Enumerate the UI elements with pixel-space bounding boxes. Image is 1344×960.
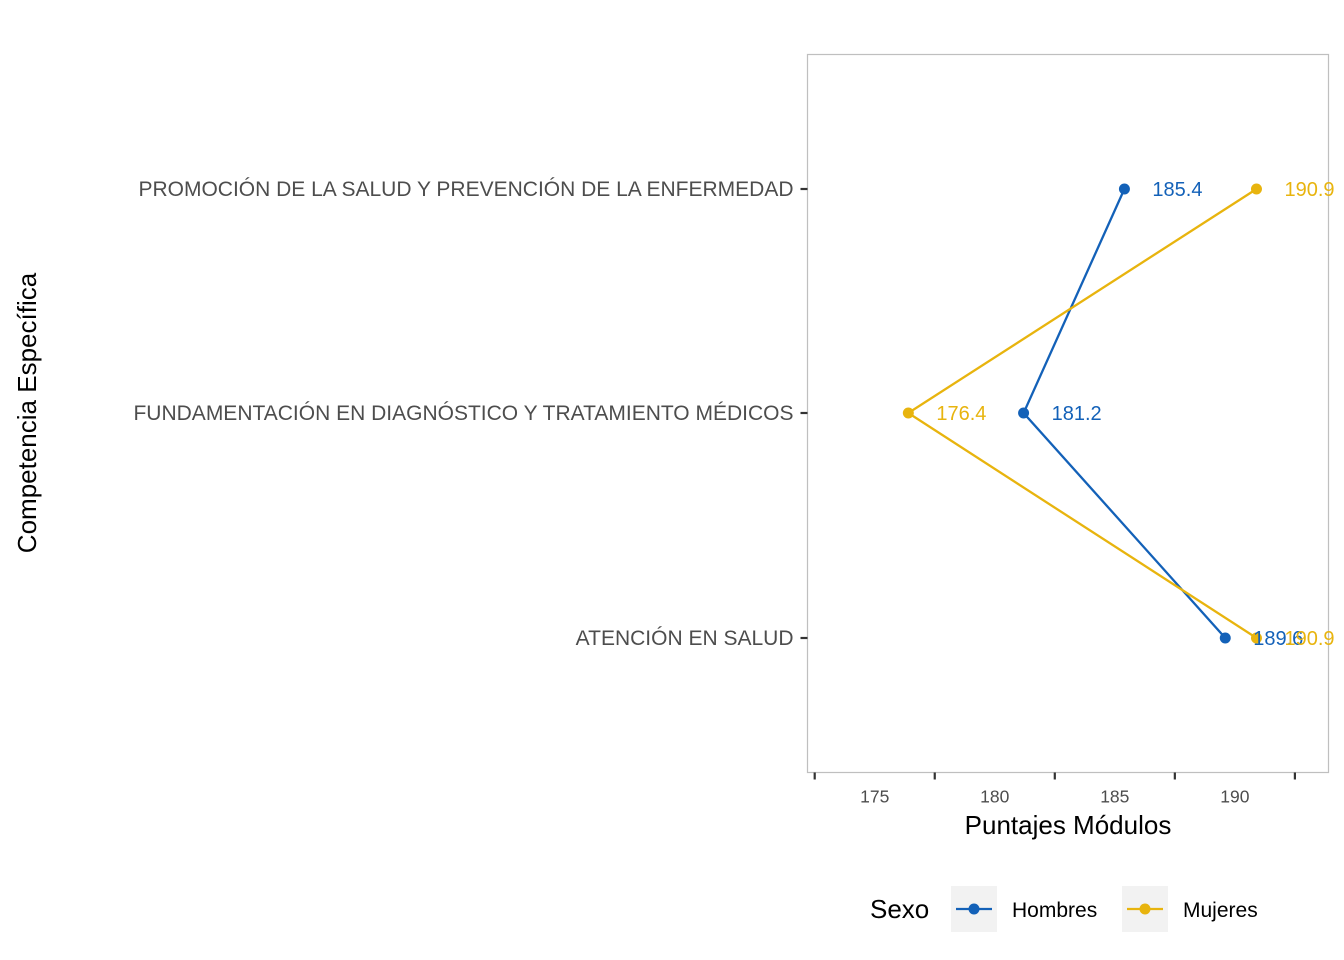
series-layer xyxy=(902,183,1262,644)
y-tick-label: FUNDAMENTACIÓN EN DIAGNÓSTICO Y TRATAMIE… xyxy=(133,402,793,425)
panel-border xyxy=(806,53,1330,774)
data-label-mujeres: 190.9 xyxy=(1284,179,1334,201)
data-label-mujeres: 176.4 xyxy=(936,403,986,425)
data-label-hombres: 185.4 xyxy=(1152,179,1202,201)
x-axis: 175 180 185 190 xyxy=(813,772,1296,807)
legend-label-mujeres: Mujeres xyxy=(1183,899,1258,922)
x-axis-title: Puntajes Módulos xyxy=(965,810,1172,840)
legend: Sexo Hombres Mujeres xyxy=(870,886,1258,932)
data-point-hombres xyxy=(1219,632,1231,644)
data-label-hombres: 189.6 xyxy=(1253,628,1303,650)
y-tick-label: PROMOCIÓN DE LA SALUD Y PREVENCIÓN DE LA… xyxy=(138,178,793,201)
legend-point-hombres xyxy=(968,903,980,915)
legend-title: Sexo xyxy=(870,894,929,924)
data-point-mujeres xyxy=(902,407,914,419)
x-tick-label: 175 xyxy=(860,787,889,807)
data-label-mujeres: 190.9 xyxy=(1284,628,1334,650)
data-label-hombres: 181.2 xyxy=(1052,403,1102,425)
x-tick-label: 185 xyxy=(1100,787,1129,807)
y-axis-title: Competencia Específica xyxy=(12,272,42,553)
x-tick-label: 180 xyxy=(980,787,1009,807)
data-point-hombres xyxy=(1118,183,1130,195)
x-tick-label: 190 xyxy=(1220,787,1249,807)
legend-label-hombres: Hombres xyxy=(1012,899,1097,922)
data-point-hombres xyxy=(1018,407,1030,419)
legend-point-mujeres xyxy=(1139,903,1151,915)
data-point-mujeres xyxy=(1250,183,1262,195)
data-point-mujeres xyxy=(1250,632,1262,644)
y-axis: PROMOCIÓN DE LA SALUD Y PREVENCIÓN DE LA… xyxy=(133,178,808,650)
y-tick-label: ATENCIÓN EN SALUD xyxy=(576,627,794,650)
